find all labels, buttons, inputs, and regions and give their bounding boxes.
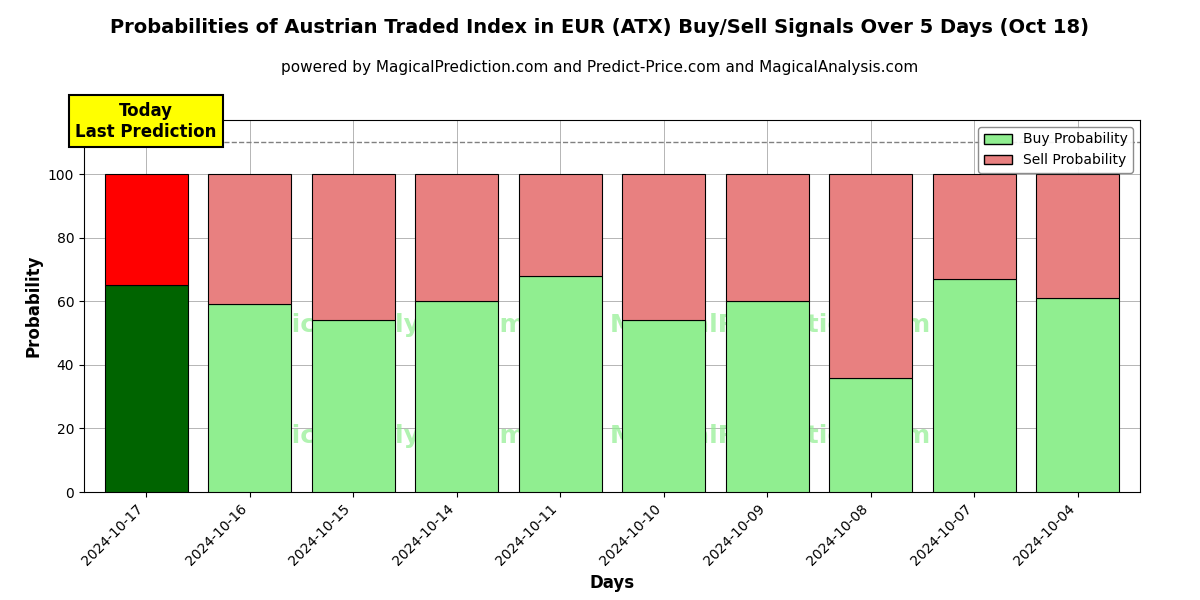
Bar [932, 279, 1015, 492]
Text: powered by MagicalPrediction.com and Predict-Price.com and MagicalAnalysis.com: powered by MagicalPrediction.com and Pre… [281, 60, 919, 75]
Text: Probabilities of Austrian Traded Index in EUR (ATX) Buy/Sell Signals Over 5 Days: Probabilities of Austrian Traded Index i… [110, 18, 1090, 37]
Bar [415, 174, 498, 301]
Bar [1037, 298, 1120, 492]
X-axis label: Days: Days [589, 574, 635, 592]
Bar [518, 276, 601, 492]
Bar [209, 174, 292, 304]
Bar [932, 174, 1015, 279]
Bar [726, 174, 809, 301]
Bar [415, 301, 498, 492]
Bar [623, 320, 706, 492]
Bar [209, 304, 292, 492]
Text: MagicalPrediction.com: MagicalPrediction.com [610, 313, 931, 337]
Legend: Buy Probability, Sell Probability: Buy Probability, Sell Probability [978, 127, 1133, 173]
Bar [104, 174, 187, 286]
Bar [623, 174, 706, 320]
Bar [1037, 174, 1120, 298]
Bar [829, 174, 912, 377]
Bar [518, 174, 601, 276]
Bar [726, 301, 809, 492]
Text: MagicalAnalysis.com: MagicalAnalysis.com [233, 313, 527, 337]
Bar [104, 286, 187, 492]
Y-axis label: Probability: Probability [24, 255, 42, 357]
Bar [829, 377, 912, 492]
Bar [312, 174, 395, 320]
Text: Today
Last Prediction: Today Last Prediction [76, 102, 217, 140]
Text: MagicalAnalysis.com: MagicalAnalysis.com [233, 424, 527, 448]
Text: MagicalPrediction.com: MagicalPrediction.com [610, 424, 931, 448]
Bar [312, 320, 395, 492]
